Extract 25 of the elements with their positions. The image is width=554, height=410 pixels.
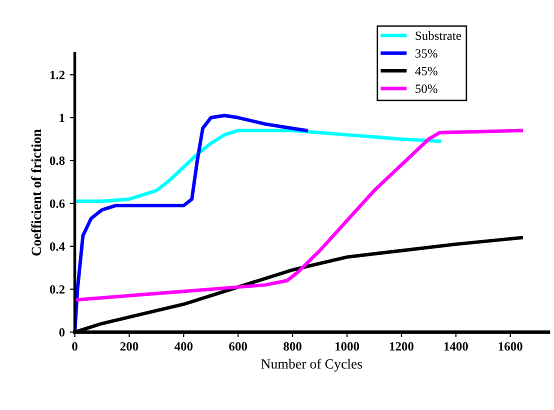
legend-label: 50%	[416, 84, 438, 93]
y-tick-label: 1.2	[50, 70, 65, 80]
x-tick-label: 200	[120, 342, 138, 351]
x-axis-title: Number of Cycles	[261, 358, 362, 372]
x-tick-label: 1400	[444, 342, 468, 351]
line-series	[74, 128, 523, 302]
line-series	[74, 114, 308, 332]
y-tick-label: 0.6	[50, 199, 65, 208]
x-tick-label: 1000	[336, 342, 360, 351]
x-tick-label: 800	[284, 342, 302, 351]
legend-label: 45%	[415, 66, 438, 76]
x-tick-label: 600	[229, 342, 248, 351]
x-tick-label: 400	[174, 342, 193, 351]
legend-label: Substrate	[416, 31, 461, 40]
y-tick-label: 0	[59, 328, 65, 337]
x-tick-label: 0	[72, 342, 78, 351]
y-tick-label: 0.2	[50, 285, 65, 294]
y-tick-label: 1	[60, 114, 64, 122]
line-series	[74, 128, 442, 204]
legend-label: 35%	[416, 49, 438, 58]
y-axis-title: Coefficient of friction	[31, 129, 42, 256]
x-tick-label: 1200	[390, 342, 414, 351]
y-tick-label: 0.4	[50, 242, 65, 251]
x-tick-label: 1600	[498, 342, 522, 351]
y-tick-label: 0.8	[50, 156, 65, 166]
